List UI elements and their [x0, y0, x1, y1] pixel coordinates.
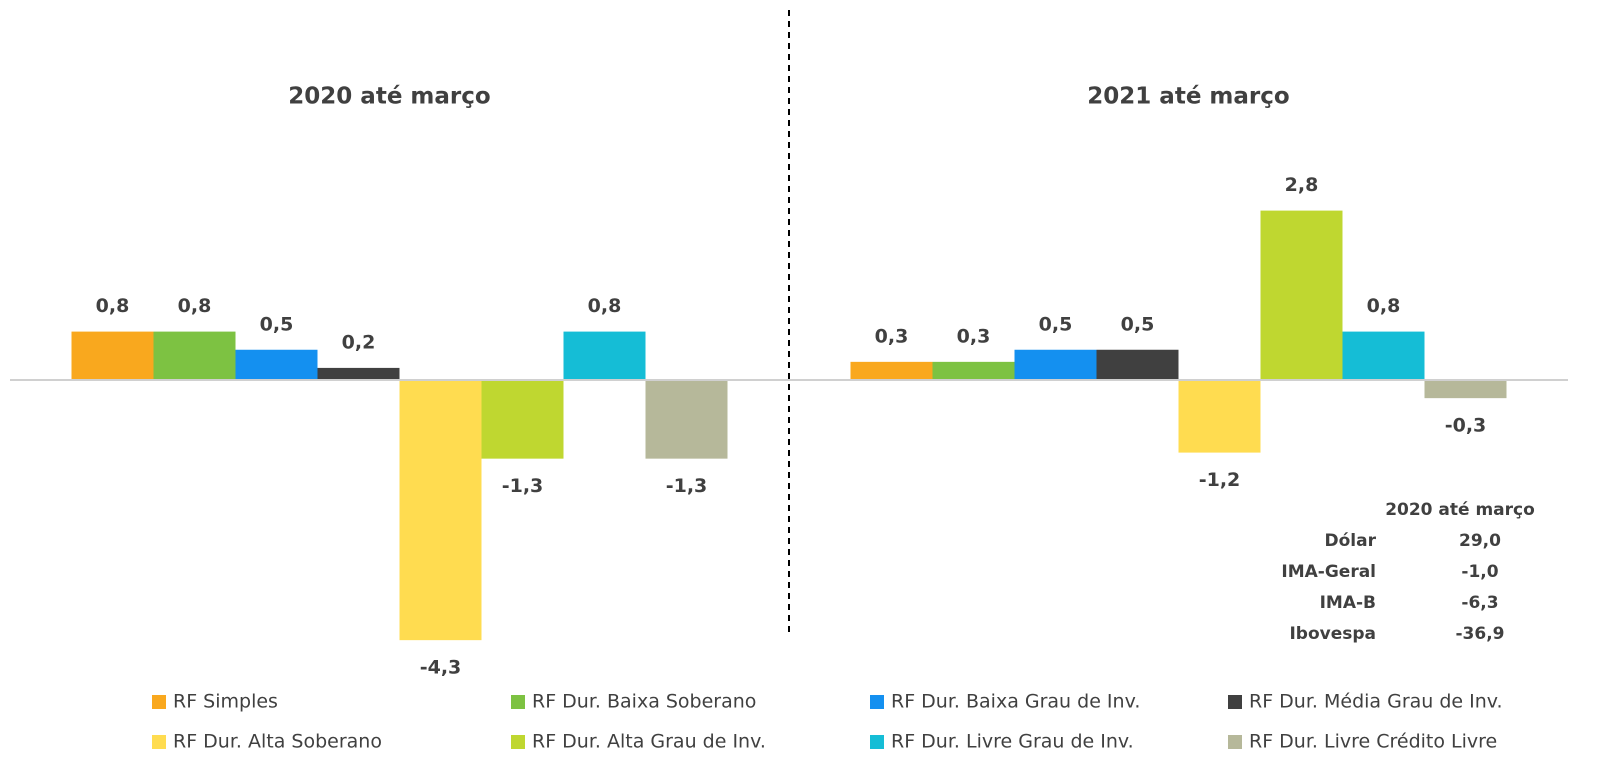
- legend-label: RF Dur. Livre Crédito Livre: [1249, 731, 1497, 753]
- legend-swatch: [511, 735, 525, 749]
- legend-swatch: [152, 695, 166, 709]
- value-label: -1,3: [502, 475, 544, 497]
- table-header: 2020 até março: [1385, 500, 1535, 520]
- legend-label: RF Simples: [173, 691, 278, 713]
- legend-label: RF Dur. Alta Soberano: [173, 731, 382, 753]
- value-label: 0,8: [96, 295, 130, 317]
- bar: [1260, 210, 1343, 380]
- legend-swatch: [152, 735, 166, 749]
- value-label: -0,3: [1445, 415, 1487, 437]
- legend-label: RF Dur. Alta Grau de Inv.: [532, 731, 766, 753]
- table-value: -6,3: [1461, 593, 1498, 613]
- group-title: 2020 até março: [288, 84, 490, 110]
- bar: [563, 331, 646, 380]
- bar: [399, 380, 482, 641]
- legend-swatch: [1228, 695, 1242, 709]
- value-label: 0,8: [178, 295, 212, 317]
- value-label: 0,3: [957, 325, 991, 347]
- group-title: 2021 até março: [1087, 84, 1289, 110]
- legend-label: RF Dur. Baixa Soberano: [532, 691, 756, 713]
- value-label: 0,3: [875, 325, 909, 347]
- value-label: 0,8: [588, 295, 622, 317]
- value-label: 0,2: [342, 331, 376, 353]
- value-label: 0,5: [260, 313, 294, 335]
- table-label: Dólar: [1325, 531, 1377, 551]
- bar: [645, 380, 728, 459]
- bar: [153, 331, 236, 380]
- legend-swatch: [870, 695, 884, 709]
- bar: [1342, 331, 1425, 380]
- legend-swatch: [1228, 735, 1242, 749]
- table-value: -36,9: [1456, 624, 1505, 644]
- bar: [1096, 349, 1179, 380]
- legend-swatch: [870, 735, 884, 749]
- legend-label: RF Dur. Baixa Grau de Inv.: [891, 691, 1140, 713]
- value-label: -4,3: [420, 657, 462, 679]
- bar: [1014, 349, 1097, 380]
- value-label: 0,5: [1121, 313, 1155, 335]
- bar: [932, 361, 1015, 380]
- legend-label: RF Dur. Média Grau de Inv.: [1249, 691, 1503, 713]
- table-value: -1,0: [1461, 562, 1498, 582]
- value-label: 0,5: [1039, 313, 1073, 335]
- value-label: -1,2: [1199, 469, 1241, 491]
- legend-swatch: [511, 695, 525, 709]
- table-value: 29,0: [1459, 531, 1501, 551]
- value-label: -1,3: [666, 475, 708, 497]
- bar: [235, 349, 318, 380]
- bar: [850, 361, 933, 380]
- bar: [1178, 380, 1261, 453]
- bar: [71, 331, 154, 380]
- bar: [317, 367, 400, 380]
- table-label: IMA-B: [1320, 593, 1376, 613]
- table-label: Ibovespa: [1289, 624, 1376, 644]
- legend-label: RF Dur. Livre Grau de Inv.: [891, 731, 1134, 753]
- bar: [1424, 380, 1507, 399]
- value-label: 0,8: [1367, 295, 1401, 317]
- value-label: 2,8: [1285, 174, 1319, 196]
- bar: [481, 380, 564, 459]
- table-label: IMA-Geral: [1281, 562, 1376, 582]
